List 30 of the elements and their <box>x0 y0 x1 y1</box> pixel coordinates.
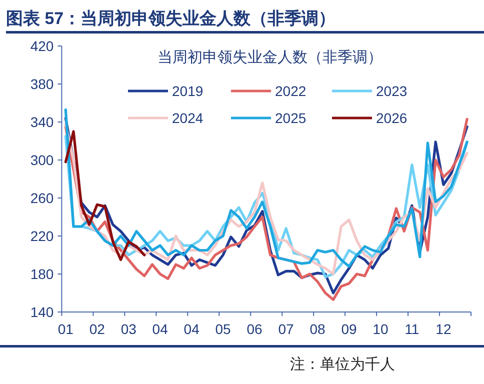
x-tick-label: 06 <box>246 321 263 337</box>
y-tick-label: 180 <box>30 266 54 282</box>
x-tick-label: 10 <box>372 321 388 337</box>
y-tick-label: 340 <box>30 114 54 130</box>
x-tick-label: 04 <box>152 321 168 337</box>
legend-label: 2025 <box>275 110 306 126</box>
chart-title: 图表 57：当周初申领失业金人数（非季调） <box>6 9 336 28</box>
y-tick-label: 300 <box>30 152 54 168</box>
x-tick-label: 09 <box>341 321 357 337</box>
x-tick-label: 05 <box>215 321 232 337</box>
x-tick-label: 11 <box>404 321 420 337</box>
x-tick-label: 08 <box>310 321 326 337</box>
x-tick-label: 07 <box>278 321 294 337</box>
y-tick-label: 420 <box>30 38 54 54</box>
x-tick-label: 03 <box>120 321 137 337</box>
x-tick-label: 01 <box>58 321 74 337</box>
y-tick-label: 140 <box>30 304 54 320</box>
legend-label: 2026 <box>376 110 408 126</box>
y-tick-label: 380 <box>30 76 54 92</box>
x-tick-label: 12 <box>436 321 452 337</box>
x-tick-label: 02 <box>89 321 106 337</box>
legend-label: 2023 <box>376 83 408 99</box>
legend-label: 2022 <box>275 83 306 99</box>
y-tick-label: 260 <box>30 190 54 206</box>
legend-label: 2024 <box>172 110 204 126</box>
y-tick-label: 220 <box>30 228 54 244</box>
legend-label: 2019 <box>172 83 204 99</box>
chart-subtitle: 当周初申领失业金人数（非季调） <box>158 49 382 66</box>
text: 注：单位为千人 <box>290 356 395 373</box>
x-tick-label: 04 <box>184 321 200 337</box>
